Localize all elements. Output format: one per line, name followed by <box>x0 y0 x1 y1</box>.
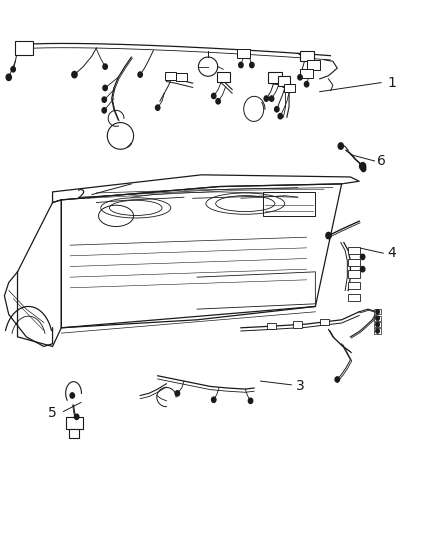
Bar <box>284 84 294 92</box>
Circle shape <box>11 67 15 72</box>
Circle shape <box>278 114 283 119</box>
Circle shape <box>326 232 331 239</box>
Circle shape <box>103 64 107 69</box>
Bar <box>320 319 328 325</box>
Bar <box>15 41 33 54</box>
Circle shape <box>338 143 343 149</box>
Circle shape <box>212 93 216 99</box>
Circle shape <box>102 108 106 113</box>
Circle shape <box>269 96 274 101</box>
Text: 6: 6 <box>377 154 385 168</box>
Circle shape <box>335 377 339 382</box>
Circle shape <box>275 107 279 112</box>
Circle shape <box>264 96 268 101</box>
Bar <box>217 72 230 82</box>
Bar <box>237 49 250 58</box>
Circle shape <box>360 266 365 272</box>
Circle shape <box>102 97 106 102</box>
Circle shape <box>250 62 254 68</box>
Circle shape <box>376 329 379 333</box>
Circle shape <box>360 163 366 170</box>
Bar <box>374 328 381 334</box>
Bar <box>66 417 83 429</box>
Bar <box>374 316 381 321</box>
Text: 5: 5 <box>48 406 57 420</box>
Circle shape <box>138 72 142 77</box>
Bar <box>176 73 187 81</box>
Circle shape <box>103 85 107 91</box>
Circle shape <box>175 391 180 396</box>
Circle shape <box>216 99 220 104</box>
Text: 2: 2 <box>77 188 85 201</box>
Circle shape <box>212 397 216 402</box>
Circle shape <box>376 310 379 314</box>
Circle shape <box>360 254 365 260</box>
Circle shape <box>376 322 379 327</box>
Bar <box>278 76 290 86</box>
Bar <box>263 192 315 216</box>
Text: 3: 3 <box>296 379 304 393</box>
Circle shape <box>70 393 74 398</box>
Circle shape <box>239 62 243 68</box>
Bar <box>69 429 79 438</box>
Text: 1: 1 <box>388 76 396 90</box>
Bar <box>268 72 282 83</box>
Circle shape <box>74 414 79 419</box>
Bar <box>300 69 313 78</box>
Circle shape <box>6 74 11 80</box>
Bar <box>300 51 314 61</box>
Bar <box>267 323 276 329</box>
Bar <box>348 282 360 289</box>
Bar <box>166 71 176 79</box>
Circle shape <box>304 82 309 87</box>
Circle shape <box>361 166 366 172</box>
Bar <box>348 270 360 278</box>
Bar <box>307 60 320 70</box>
Circle shape <box>376 316 379 320</box>
Bar <box>374 309 381 314</box>
Circle shape <box>248 398 253 403</box>
Bar <box>293 321 302 328</box>
Bar <box>348 259 360 266</box>
Bar <box>348 294 360 301</box>
Circle shape <box>72 71 77 78</box>
Text: 4: 4 <box>388 246 396 260</box>
Circle shape <box>298 75 302 80</box>
Circle shape <box>155 105 160 110</box>
Bar <box>374 322 381 327</box>
Bar <box>348 247 360 254</box>
